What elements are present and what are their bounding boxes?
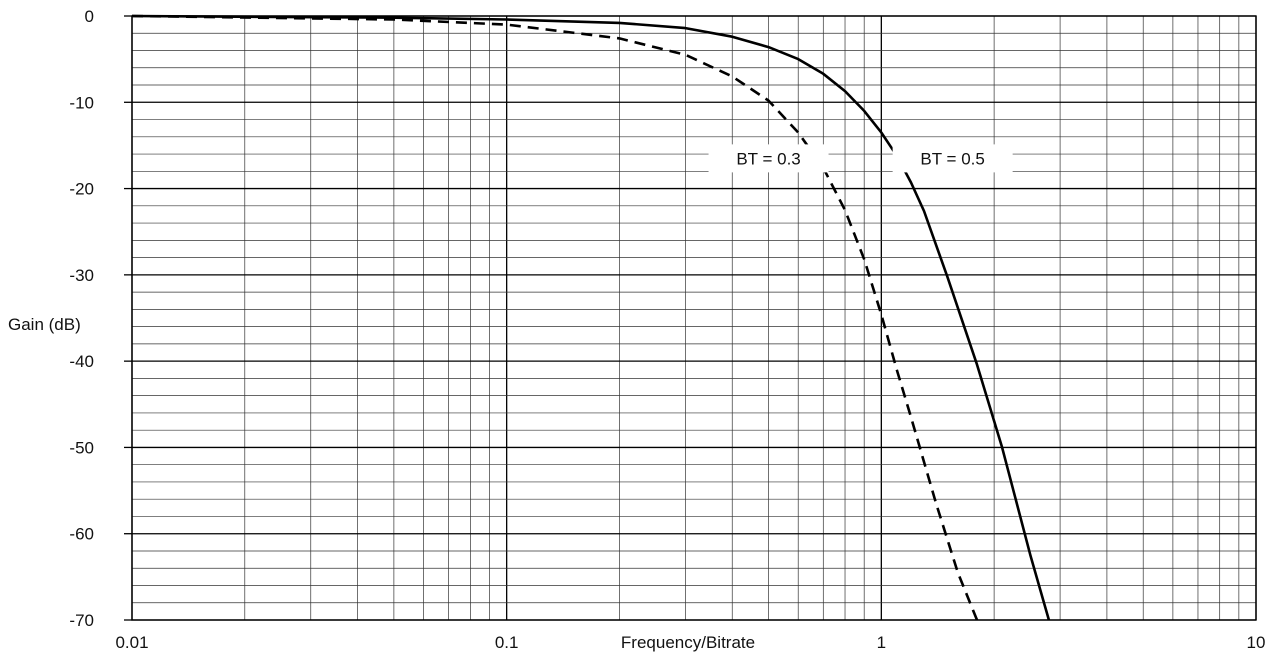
y-tick-label: 0 [85,7,94,26]
x-tick-label: 1 [877,633,886,652]
series-layer [131,14,1051,621]
x-axis-ticks: 0.01 0.1 1 10 [115,633,1265,652]
y-tick-label: -20 [69,180,94,199]
x-tick-label: 0.01 [115,633,148,652]
plot-frame [131,15,1257,621]
y-tick-label: -70 [69,611,94,630]
annotation-layer: BT = 0.3 BT = 0.5 [708,144,1013,173]
y-tick-label: -60 [69,525,94,544]
y-tick-label: -40 [69,352,94,371]
series-line-bt-0-5 [131,14,1051,621]
x-tick-label: 10 [1247,633,1266,652]
y-axis-ticks: 0 -10 -20 -30 -40 -50 -60 -70 [69,7,132,630]
x-tick-label: 0.1 [495,633,519,652]
grid [131,15,1257,621]
annotation-background [892,144,1013,173]
y-tick-label: -30 [69,266,94,285]
series-line-bt-0-3 [131,14,979,621]
y-tick-label: -50 [69,438,94,457]
annotation-bt-0-3: BT = 0.3 [736,149,800,168]
x-axis-label: Frequency/Bitrate [621,633,755,652]
y-tick-label: -10 [69,93,94,112]
y-axis-label: Gain (dB) [8,315,81,334]
annotation-background [708,144,829,173]
annotation-bt-0-5: BT = 0.5 [920,149,984,168]
